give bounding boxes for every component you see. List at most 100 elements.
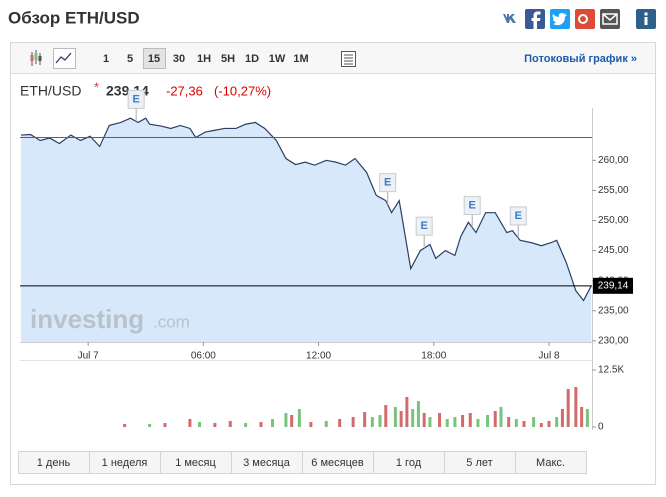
- volume-bar: [399, 411, 403, 427]
- volume-bar: [555, 417, 559, 427]
- watermark-domain: .com: [153, 312, 190, 331]
- x-tick-label: Jul 7: [78, 351, 100, 362]
- volume-bar: [428, 417, 432, 427]
- gplus-icon[interactable]: [575, 9, 595, 29]
- volume-bar: [445, 419, 449, 427]
- info-glyph: [644, 12, 648, 25]
- volume-bar: [476, 419, 480, 427]
- event-marker[interactable]: [127, 89, 145, 109]
- interval-button[interactable]: 5: [127, 53, 133, 65]
- volume-bar: [499, 406, 503, 427]
- volume-bar: [188, 419, 192, 427]
- volume-bar: [507, 417, 511, 427]
- x-tick-label: Jul 8: [538, 351, 560, 362]
- volume-bar: [338, 419, 342, 427]
- x-tick-label: 06:00: [191, 351, 216, 362]
- volume-bar: [422, 413, 426, 427]
- volume-bar: [351, 417, 355, 427]
- volume-bar: [547, 420, 551, 427]
- y-tick-label: 230,00: [598, 335, 629, 346]
- volume-bar: [198, 421, 202, 427]
- interval-button[interactable]: 1M: [293, 53, 308, 65]
- volume-bar: [453, 417, 457, 427]
- volume-bar: [539, 422, 543, 427]
- event-marker[interactable]: [415, 216, 433, 236]
- selected-interval-box: [143, 48, 166, 69]
- watermark-brand: investing: [30, 304, 144, 334]
- range-label: 5 лет: [466, 457, 492, 469]
- y-tick-label: 0: [598, 422, 604, 433]
- volume-bar: [585, 408, 589, 427]
- y-tick-label: 12.5K: [598, 365, 624, 376]
- event-label: E: [421, 220, 428, 232]
- volume-bar: [411, 408, 415, 427]
- volume-bar: [416, 401, 420, 427]
- quote-symbol: ETH/USD: [20, 83, 81, 99]
- volume-bar: [560, 408, 564, 427]
- share-icons[interactable]: [500, 9, 656, 29]
- y-tick-label: 260,00: [598, 155, 629, 166]
- interval-button[interactable]: 30: [173, 53, 185, 65]
- page-title: Обзор ETH/USD: [8, 8, 140, 27]
- volume-bar: [309, 421, 313, 427]
- volume-bar: [378, 415, 382, 427]
- range-label: 1 месяц: [175, 457, 216, 469]
- line-type-button[interactable]: [53, 48, 76, 69]
- event-label: E: [384, 177, 391, 189]
- gplus-glyph: [578, 14, 588, 24]
- toolbar: [11, 43, 655, 73]
- candle-type-button[interactable]: [30, 50, 42, 66]
- interval-button[interactable]: 1D: [245, 53, 259, 65]
- event-marker[interactable]: [509, 206, 527, 226]
- facebook-glyph: [531, 11, 541, 29]
- range-bar: 1 день 1 неделя 1 месяц 3 месяца 6 месяцев 1 …: [18, 451, 587, 474]
- interval-button[interactable]: 15: [148, 53, 160, 65]
- volume-bar: [566, 389, 570, 427]
- volume-bar: [522, 420, 526, 427]
- price-tag: [593, 277, 633, 294]
- y-tick-label: 245,00: [598, 245, 629, 256]
- y-tick-label: 255,00: [598, 185, 629, 196]
- range-label: Макс.: [536, 457, 565, 469]
- volume-bar: [363, 412, 367, 427]
- event-label: E: [132, 93, 139, 105]
- y-tick-label: 235,00: [598, 305, 629, 316]
- range-button[interactable]: [515, 451, 587, 474]
- volume-bar: [213, 422, 217, 427]
- volume-bar: [370, 417, 374, 427]
- volume-bar: [438, 413, 442, 427]
- volume-bar: [284, 413, 288, 427]
- volume-bar: [270, 419, 274, 427]
- range-label: 6 месяцев: [311, 457, 364, 469]
- x-tick-label: 18:00: [421, 351, 446, 362]
- event-marker[interactable]: [379, 173, 397, 193]
- price-line: [20, 117, 592, 302]
- range-label: 1 день: [37, 457, 71, 469]
- price-tag-label: 239,14: [598, 280, 629, 291]
- interval-button[interactable]: 5H: [221, 53, 235, 65]
- range-label: 1 неделя: [102, 457, 148, 469]
- volume-bar: [486, 415, 490, 427]
- interval-button[interactable]: 1H: [197, 53, 211, 65]
- interval-button[interactable]: 1: [103, 53, 109, 65]
- volume-bar: [384, 405, 388, 427]
- volume-bar: [574, 387, 578, 427]
- x-tick-label: 12:00: [306, 351, 331, 362]
- volume-bar: [514, 419, 518, 427]
- range-label: 3 месяца: [243, 457, 291, 469]
- interval-button[interactable]: 1W: [269, 53, 286, 65]
- range-label: 1 год: [396, 457, 422, 469]
- quote-marker: *: [94, 79, 99, 94]
- twitter-glyph: [552, 13, 567, 26]
- volume-bar: [468, 413, 472, 427]
- y-tick-label: 250,00: [598, 215, 629, 226]
- table-button[interactable]: [341, 51, 356, 67]
- streaming-link[interactable]: Потоковый график »: [524, 53, 637, 65]
- event-label: E: [515, 210, 522, 222]
- volume-bar: [532, 417, 536, 427]
- volume-bar: [580, 406, 584, 427]
- volume-bar: [228, 420, 232, 427]
- event-marker[interactable]: [463, 195, 481, 215]
- quote-change-percent: (-10,27%): [214, 83, 271, 98]
